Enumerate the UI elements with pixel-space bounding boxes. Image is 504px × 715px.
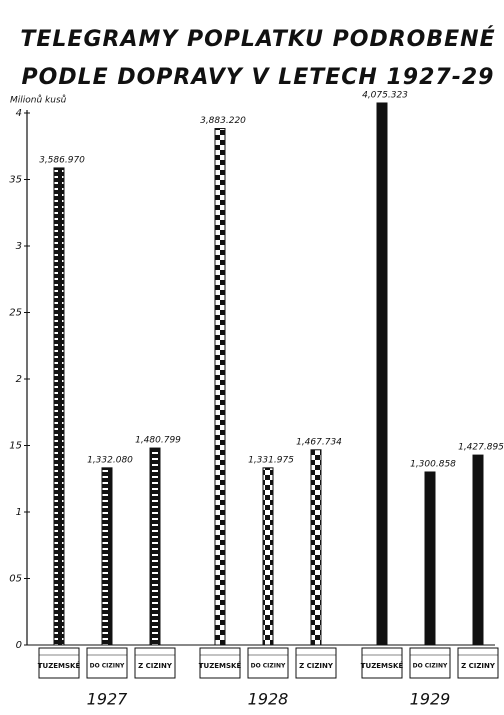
y-tick-label: 0: [16, 640, 22, 651]
legend-label: TUZEMSKÉ: [199, 661, 242, 670]
y-tick-label: 35: [9, 175, 22, 186]
legend-label: Z CIZINY: [461, 662, 496, 670]
label-plate: [134, 647, 176, 679]
x-tick-label: 1928: [248, 690, 289, 709]
chart-title: PODLE DOPRAVY V LETECH 1927-29: [22, 65, 495, 90]
data-label: 1,332.080: [87, 455, 133, 465]
legend-label: DO CIZINY: [251, 663, 286, 670]
chart-title: TELEGRAMY POPLATKU PODROBENÉ: [20, 26, 495, 52]
data-label: 1,331.975: [248, 455, 294, 465]
data-label: 3,883.220: [200, 116, 246, 126]
label-plate: [409, 647, 451, 679]
legend-label: Z CIZINY: [138, 662, 173, 670]
bar: [472, 454, 484, 646]
data-label: 1,427.895: [458, 443, 504, 453]
data-label: 4,075.323: [362, 90, 408, 100]
bar: [262, 467, 274, 646]
label-plate: [199, 647, 241, 679]
y-tick-label: 2: [16, 374, 22, 385]
label-plate: [361, 647, 403, 679]
label-plate: [457, 647, 499, 679]
bar: [53, 167, 65, 646]
legend-label: TUZEMSKÉ: [38, 661, 81, 670]
legend-label: TUZEMSKÉ: [361, 661, 404, 670]
bar: [101, 467, 113, 646]
y-tick-label: 25: [9, 308, 22, 319]
bar: [214, 128, 226, 646]
bar: [149, 447, 161, 646]
legend-label: DO CIZINY: [90, 663, 125, 670]
legend-label: Z CIZINY: [299, 662, 334, 670]
y-tick-label: 15: [9, 441, 22, 452]
y-axis-label: Milionů kusů: [10, 95, 67, 106]
x-tick-label: 1927: [87, 690, 129, 709]
data-label: 1,467.734: [296, 437, 342, 447]
bar: [424, 471, 436, 646]
data-label: 3,586.970: [39, 155, 85, 165]
y-tick-label: 4: [16, 108, 22, 119]
y-tick-label: 3: [16, 241, 22, 252]
label-plate: [295, 647, 337, 679]
data-label: 1,300.858: [410, 459, 456, 469]
bar: [310, 449, 322, 646]
legend-label: DO CIZINY: [413, 663, 448, 670]
label-plate: [247, 647, 289, 679]
label-plate: [38, 647, 80, 679]
y-tick-label: 05: [9, 574, 22, 585]
y-tick-label: 1: [16, 507, 22, 518]
data-label: 1,480.799: [135, 436, 181, 446]
label-plate: [86, 647, 128, 679]
x-tick-label: 1929: [410, 690, 451, 709]
bar: [376, 102, 388, 646]
